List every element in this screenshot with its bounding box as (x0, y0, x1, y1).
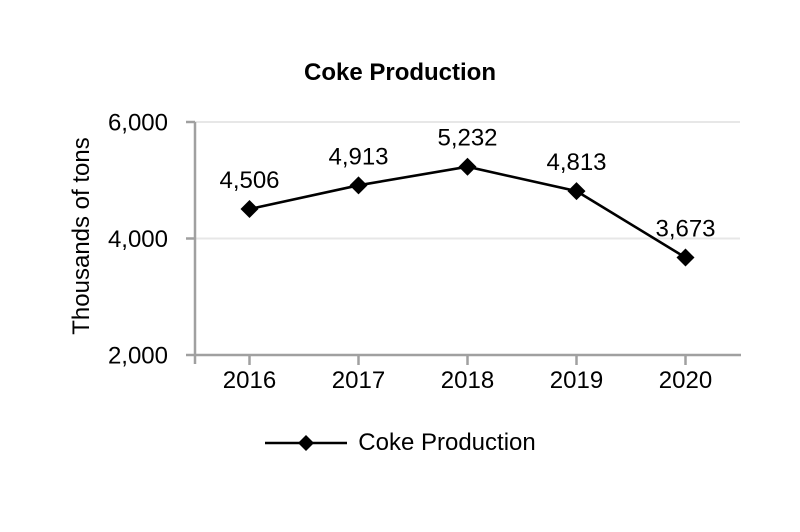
data-point-marker (458, 157, 477, 176)
data-point-label: 5,232 (437, 125, 497, 152)
data-point-marker (240, 200, 259, 219)
legend-diamond-marker-icon (298, 435, 315, 451)
x-tick-label: 2020 (659, 367, 712, 394)
data-point-label: 4,913 (328, 143, 388, 170)
x-tick-label: 2017 (332, 367, 385, 394)
data-point-marker (349, 176, 368, 195)
x-tick-label: 2019 (550, 367, 603, 394)
legend: Coke Production (0, 429, 800, 457)
data-series-line (249, 165, 687, 259)
legend-label: Coke Production (358, 429, 536, 456)
chart-title: Coke Production (303, 59, 496, 86)
data-point-marker (676, 248, 695, 267)
line-chart-plot: 2,000 4,000 6,000 2016 2017 2018 2019 2020 4,506… (108, 110, 741, 394)
data-point-label: 4,813 (546, 149, 606, 176)
x-tick-label: 2016 (223, 367, 276, 394)
legend-line-marker-icon (265, 435, 348, 451)
data-point-marker (567, 182, 586, 201)
x-tick-label: 2018 (441, 367, 494, 394)
data-point-label: 3,673 (655, 216, 715, 243)
data-point-label: 4,506 (219, 167, 279, 194)
y-tick-label: 6,000 (108, 110, 168, 137)
y-tick-label: 4,000 (108, 226, 168, 253)
y-tick-label: 2,000 (108, 343, 168, 370)
